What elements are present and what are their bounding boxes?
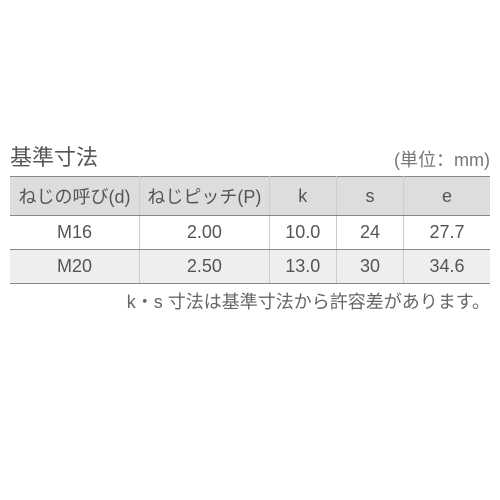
cell-p: 2.50 xyxy=(140,250,270,284)
dimensions-table: ねじの呼び(d) ねじピッチ(P) k s e M16 2.00 10.0 24… xyxy=(10,176,490,284)
cell-k: 10.0 xyxy=(269,216,336,250)
cell-p: 2.00 xyxy=(140,216,270,250)
col-header-d: ねじの呼び(d) xyxy=(10,177,140,216)
table-row: M20 2.50 13.0 30 34.6 xyxy=(10,250,490,284)
table-title: 基準寸法 xyxy=(10,140,98,172)
header-row: 基準寸法 (単位：mm) xyxy=(10,140,490,172)
cell-e: 34.6 xyxy=(404,250,490,284)
cell-d: M16 xyxy=(10,216,140,250)
col-header-p: ねじピッチ(P) xyxy=(140,177,270,216)
cell-s: 24 xyxy=(336,216,403,250)
dimensions-block: 基準寸法 (単位：mm) ねじの呼び(d) ねじピッチ(P) k s e M16… xyxy=(10,140,490,314)
table-row: M16 2.00 10.0 24 27.7 xyxy=(10,216,490,250)
cell-k: 13.0 xyxy=(269,250,336,284)
cell-e: 27.7 xyxy=(404,216,490,250)
col-header-s: s xyxy=(336,177,403,216)
unit-label: (単位：mm) xyxy=(394,146,490,172)
col-header-e: e xyxy=(404,177,490,216)
table-header-row: ねじの呼び(d) ねじピッチ(P) k s e xyxy=(10,177,490,216)
col-header-k: k xyxy=(269,177,336,216)
footnote: k・s 寸法は基準寸法から許容差があります。 xyxy=(10,288,490,314)
cell-d: M20 xyxy=(10,250,140,284)
cell-s: 30 xyxy=(336,250,403,284)
